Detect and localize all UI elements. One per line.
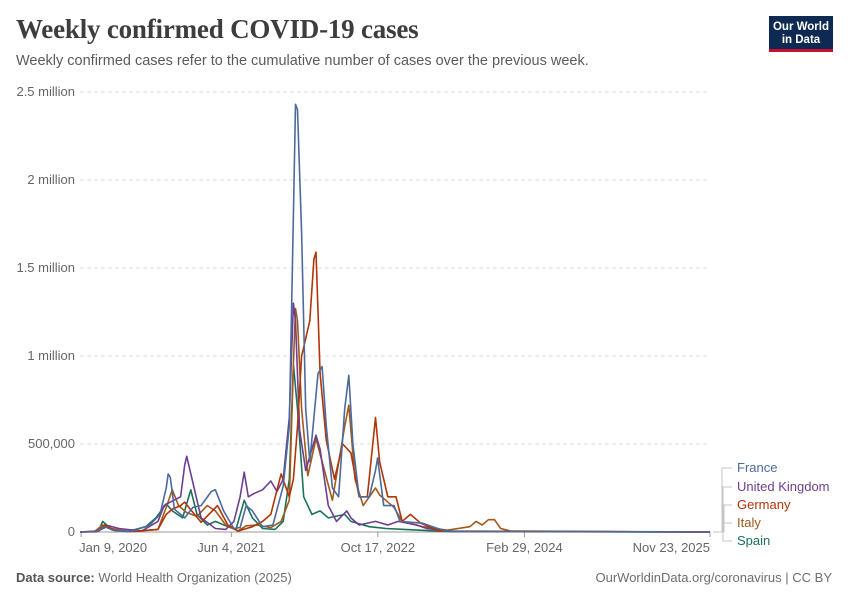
data-source-label: Data source: xyxy=(16,570,95,585)
x-tick-label: Nov 23, 2025 xyxy=(633,540,710,555)
logo-line-1: Our World xyxy=(772,21,829,33)
data-source: Data source: World Health Organization (… xyxy=(16,570,292,585)
y-axis-tick-labels: 0 500,000 1 million 1.5 million 2 million 2.5… xyxy=(16,84,75,539)
chart-title: Weekly confirmed COVID-19 cases xyxy=(16,14,419,44)
y-tick-label: 1 million xyxy=(27,348,75,363)
series-line-italy xyxy=(79,307,711,533)
x-axis: Jan 9, 2020 Jun 4, 2021 Oct 17, 2022 Feb 29… xyxy=(79,531,711,555)
y-tick-label: 2 million xyxy=(27,172,75,187)
footer-link[interactable]: OurWorldinData.org/coronavirus | CC BY xyxy=(595,570,832,585)
y-tick-label: 0 xyxy=(68,524,75,539)
legend-label-italy: Italy xyxy=(737,515,761,530)
series-line-france xyxy=(79,103,711,533)
x-tick-label: Oct 17, 2022 xyxy=(341,540,415,555)
series-line-united-kingdom xyxy=(79,302,711,533)
x-tick-label: Feb 29, 2024 xyxy=(486,540,563,555)
legend-label-germany: Germany xyxy=(737,497,791,512)
x-tick-label: Jan 9, 2020 xyxy=(79,540,147,555)
series-line-germany xyxy=(79,251,711,533)
owid-logo[interactable]: Our World in Data xyxy=(769,16,833,52)
legend: France United Kingdom Germany Italy Spain xyxy=(713,460,830,548)
y-tick-label: 1.5 million xyxy=(16,260,75,275)
legend-connector xyxy=(713,531,732,542)
y-tick-label: 500,000 xyxy=(28,436,75,451)
logo-line-2: in Data xyxy=(781,34,821,46)
y-gridlines xyxy=(80,91,710,445)
legend-label-united-kingdom: United Kingdom xyxy=(737,479,830,494)
legend-label-spain: Spain xyxy=(737,533,770,548)
chart-subtitle: Weekly confirmed cases refer to the cumu… xyxy=(16,53,589,69)
series-line-spain xyxy=(79,364,711,533)
y-tick-label: 2.5 million xyxy=(16,84,75,99)
legend-label-france: France xyxy=(737,460,777,475)
legend-connector xyxy=(713,522,732,533)
series-lines xyxy=(79,103,711,533)
x-tick-label: Jun 4, 2021 xyxy=(197,540,265,555)
data-source-text: World Health Organization (2025) xyxy=(98,570,292,585)
